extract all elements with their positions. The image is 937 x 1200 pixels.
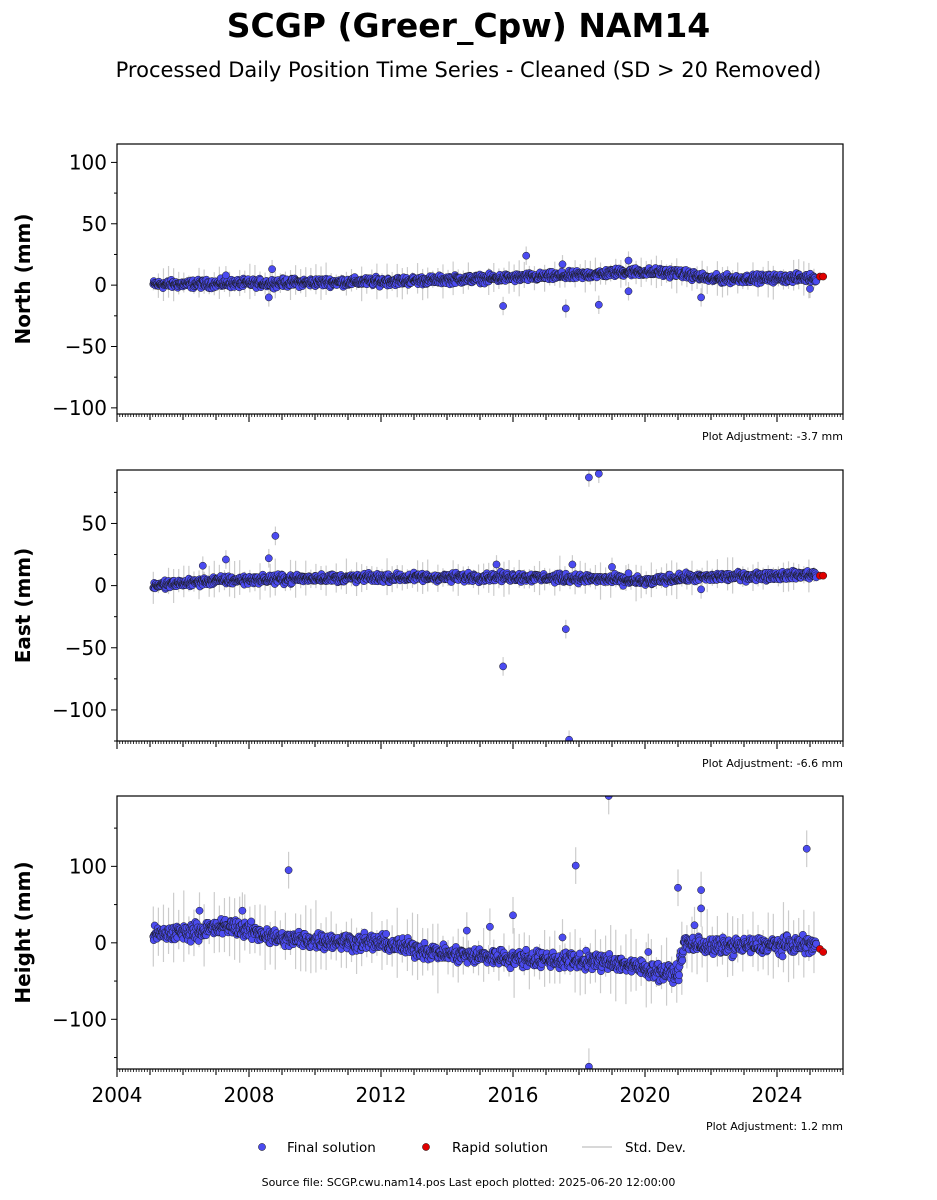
final-point-outlier [624,256,633,265]
y-tick-label: −100 [52,698,107,722]
plot-area-0 [149,246,828,318]
final-point-outlier [697,585,705,594]
final-point-outlier [198,561,207,570]
y-tick-label: 50 [82,212,107,236]
plot-adjustment-note: Plot Adjustment: -3.7 mm [702,430,843,443]
final-point-outlier [264,293,273,302]
rapid-point [819,272,828,281]
rapid-solution-series-1 [816,571,828,580]
final-point-outlier [608,563,616,571]
final-point-outlier [222,271,230,280]
y-tick-label: −100 [52,396,107,420]
final-point-outlier [558,260,567,269]
final-point-outlier [499,302,507,310]
final-point-outlier [492,560,501,569]
rapid-point [819,571,828,580]
final-point-outlier [594,300,603,309]
y-axis-label: East (mm) [11,548,35,664]
y-tick-label: 0 [94,273,107,297]
final-point-outlier [565,735,573,741]
final-point-outlier [522,251,531,260]
final-point-outlier [594,470,603,478]
final-point-outlier [806,284,814,293]
final-point-outlier [561,304,570,313]
y-tick-label: 100 [69,150,107,174]
final-point-outlier [264,554,273,563]
final-point-outlier [624,287,633,296]
final-point-outlier [568,560,577,569]
final-point [382,930,390,938]
y-axis-label: North (mm) [11,213,35,344]
chart-subtitle: Processed Daily Position Time Series - C… [115,58,822,82]
panel-1: 50 0 −50 −100 East (mm) Plot Adjustment: -6.6… [11,469,844,770]
plot-area-1 [149,470,828,741]
final-point-outlier [268,265,276,274]
final-point-outlier [697,293,705,302]
rapid-solution-series-0 [816,272,828,281]
chart-title: SCGP (Greer_Cpw) NAM14 [226,6,711,45]
axes-frame [116,469,844,742]
y-tick-label: 0 [94,574,107,598]
final-solution-series-0 [149,251,821,313]
final-point-outlier [222,555,230,564]
final-solution-series-2 [149,796,821,1069]
final-point-outlier [561,625,570,633]
final-point-outlier [585,473,593,482]
final-solution-series-1 [149,470,821,741]
final-point-outlier [624,569,633,578]
y-tick-label: −50 [65,636,107,660]
plot-area-2 [149,796,828,1069]
std-dev-bars-1 [152,470,815,741]
final-point [522,945,530,954]
final-point [247,917,256,926]
panel-0: 100 50 0 −50 −100 North (mm) Plot Adjustment: … [11,143,844,443]
plot-adjustment-note: Plot Adjustment: -6.6 mm [702,757,843,770]
y-tick-label: 50 [82,511,107,535]
y-tick-label: −50 [65,335,107,359]
final-point-outlier [499,662,507,671]
final-point-outlier [271,532,280,540]
